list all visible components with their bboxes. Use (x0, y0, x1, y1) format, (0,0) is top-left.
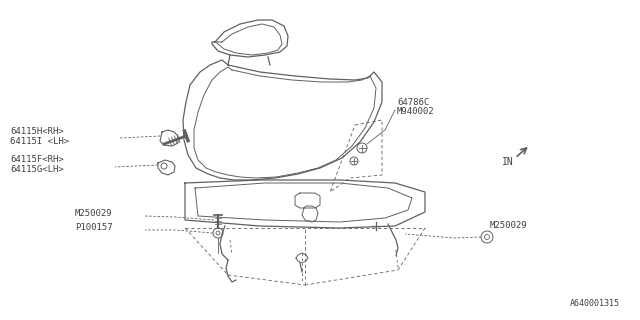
Text: 64786C: 64786C (397, 98, 429, 107)
Text: 64115I <LH>: 64115I <LH> (10, 138, 69, 147)
Text: M940002: M940002 (397, 107, 435, 116)
Text: IN: IN (502, 157, 514, 167)
Text: M250029: M250029 (75, 209, 113, 218)
Text: 64115G<LH>: 64115G<LH> (10, 165, 64, 174)
Text: 64115H<RH>: 64115H<RH> (10, 127, 64, 137)
Text: P100157: P100157 (75, 222, 113, 231)
Text: M250029: M250029 (490, 220, 527, 229)
Text: A640001315: A640001315 (570, 299, 620, 308)
Text: 64115F<RH>: 64115F<RH> (10, 156, 64, 164)
